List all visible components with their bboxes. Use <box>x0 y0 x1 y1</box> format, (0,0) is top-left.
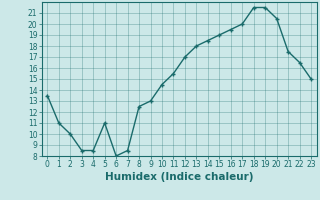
X-axis label: Humidex (Indice chaleur): Humidex (Indice chaleur) <box>105 172 253 182</box>
